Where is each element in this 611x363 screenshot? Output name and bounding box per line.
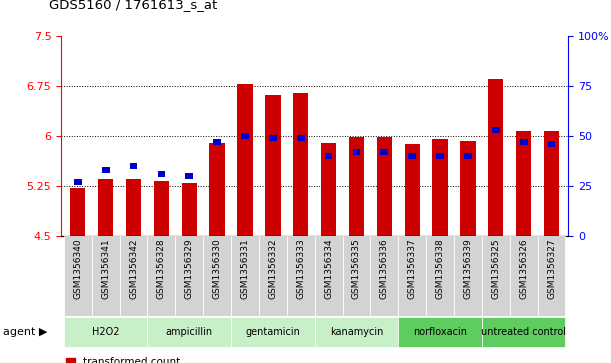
Bar bbox=[324, 153, 332, 159]
Bar bbox=[404, 144, 420, 236]
Bar bbox=[426, 236, 454, 316]
Bar bbox=[92, 236, 120, 316]
Bar bbox=[185, 173, 193, 179]
Bar bbox=[241, 133, 249, 139]
Text: GSM1356328: GSM1356328 bbox=[157, 238, 166, 299]
Bar bbox=[510, 236, 538, 316]
Bar bbox=[102, 167, 109, 173]
Bar bbox=[287, 236, 315, 316]
Text: GSM1356337: GSM1356337 bbox=[408, 238, 417, 299]
Bar bbox=[126, 179, 141, 236]
Text: GSM1356342: GSM1356342 bbox=[129, 238, 138, 299]
Bar bbox=[213, 139, 221, 145]
Text: GSM1356332: GSM1356332 bbox=[268, 238, 277, 299]
Bar bbox=[315, 236, 343, 316]
Text: GSM1356333: GSM1356333 bbox=[296, 238, 306, 299]
Bar bbox=[398, 236, 426, 316]
Bar bbox=[349, 138, 364, 236]
Bar bbox=[231, 317, 315, 347]
Bar bbox=[376, 138, 392, 236]
Bar bbox=[297, 135, 305, 141]
Text: GSM1356335: GSM1356335 bbox=[352, 238, 361, 299]
Text: agent ▶: agent ▶ bbox=[3, 327, 48, 337]
Text: norfloxacin: norfloxacin bbox=[413, 327, 467, 337]
Text: GSM1356341: GSM1356341 bbox=[101, 238, 110, 299]
Bar bbox=[74, 179, 82, 185]
Text: gentamicin: gentamicin bbox=[246, 327, 300, 337]
Bar bbox=[433, 139, 448, 236]
Bar bbox=[538, 236, 565, 316]
Bar bbox=[269, 135, 277, 141]
Bar bbox=[231, 236, 259, 316]
Bar bbox=[203, 236, 231, 316]
Text: ampicillin: ampicillin bbox=[166, 327, 213, 337]
Text: GSM1356339: GSM1356339 bbox=[463, 238, 472, 299]
Bar bbox=[154, 182, 169, 236]
Text: GSM1356331: GSM1356331 bbox=[241, 238, 249, 299]
Bar bbox=[293, 93, 309, 236]
Text: untreated control: untreated control bbox=[481, 327, 566, 337]
Bar bbox=[98, 179, 114, 236]
Bar bbox=[544, 131, 559, 236]
Bar bbox=[265, 95, 280, 236]
Legend: transformed count, percentile rank within the sample: transformed count, percentile rank withi… bbox=[67, 357, 259, 363]
Bar bbox=[454, 236, 482, 316]
Text: GSM1356340: GSM1356340 bbox=[73, 238, 82, 299]
Bar bbox=[381, 149, 388, 155]
Bar bbox=[237, 84, 253, 236]
Text: GSM1356325: GSM1356325 bbox=[491, 238, 500, 299]
Bar bbox=[259, 236, 287, 316]
Text: GSM1356336: GSM1356336 bbox=[380, 238, 389, 299]
Bar bbox=[464, 153, 472, 159]
Bar bbox=[175, 236, 203, 316]
Bar bbox=[343, 236, 370, 316]
Bar bbox=[70, 188, 86, 236]
Text: GSM1356338: GSM1356338 bbox=[436, 238, 445, 299]
Bar bbox=[520, 139, 527, 145]
Bar bbox=[460, 141, 475, 236]
Bar bbox=[64, 236, 92, 316]
Text: GSM1356334: GSM1356334 bbox=[324, 238, 333, 299]
Bar bbox=[482, 236, 510, 316]
Bar bbox=[181, 183, 197, 236]
Bar bbox=[436, 153, 444, 159]
Bar bbox=[158, 171, 166, 177]
Bar bbox=[210, 143, 225, 236]
Bar bbox=[492, 127, 500, 133]
Bar bbox=[370, 236, 398, 316]
Text: GSM1356326: GSM1356326 bbox=[519, 238, 528, 299]
Text: GSM1356327: GSM1356327 bbox=[547, 238, 556, 299]
Text: GSM1356330: GSM1356330 bbox=[213, 238, 222, 299]
Bar bbox=[147, 317, 231, 347]
Text: kanamycin: kanamycin bbox=[330, 327, 383, 337]
Text: H2O2: H2O2 bbox=[92, 327, 119, 337]
Bar bbox=[315, 317, 398, 347]
Bar bbox=[408, 153, 416, 159]
Bar bbox=[120, 236, 147, 316]
Bar bbox=[398, 317, 482, 347]
Bar bbox=[321, 143, 336, 236]
Text: GSM1356329: GSM1356329 bbox=[185, 238, 194, 299]
Bar bbox=[488, 79, 503, 236]
Bar bbox=[147, 236, 175, 316]
Bar bbox=[516, 131, 532, 236]
Bar bbox=[130, 163, 137, 169]
Bar bbox=[482, 317, 565, 347]
Text: GDS5160 / 1761613_s_at: GDS5160 / 1761613_s_at bbox=[49, 0, 217, 11]
Bar bbox=[64, 317, 147, 347]
Bar bbox=[547, 141, 555, 147]
Bar bbox=[353, 149, 360, 155]
